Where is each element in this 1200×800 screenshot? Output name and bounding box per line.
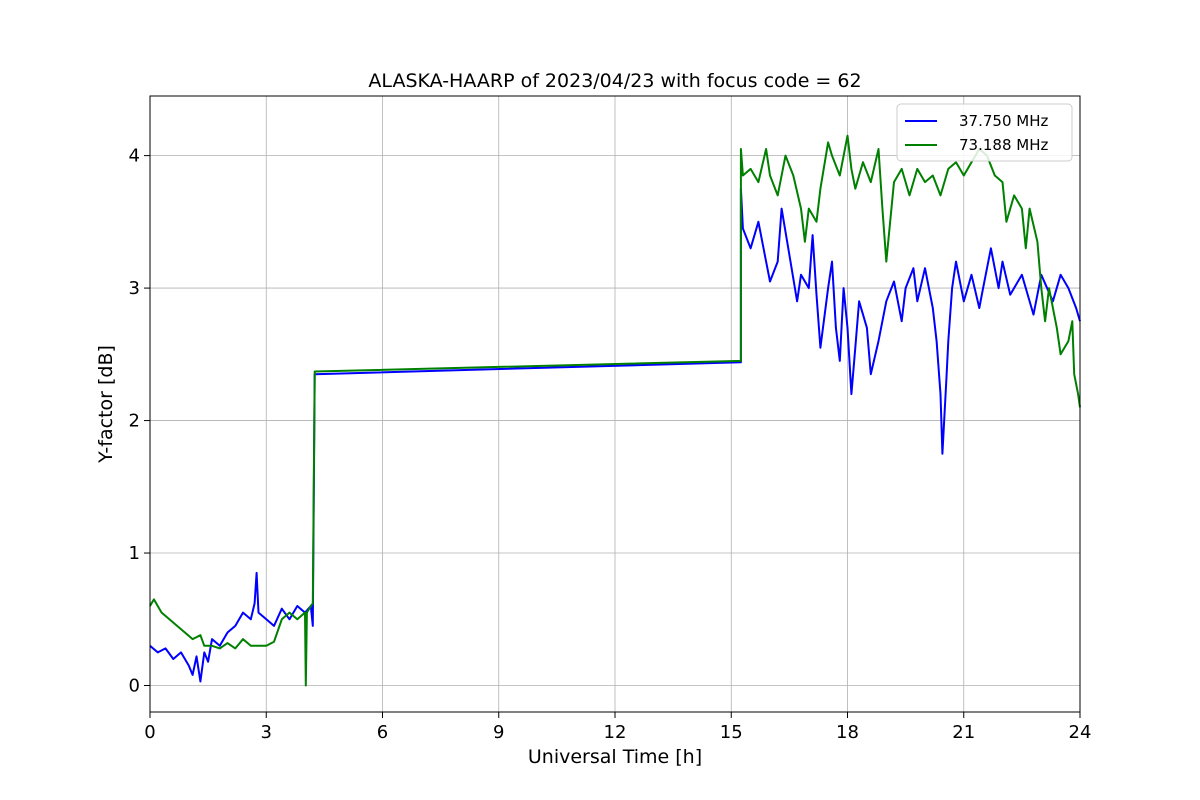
legend-box	[896, 103, 1073, 162]
x-tick-label: 12	[604, 722, 627, 743]
x-tick-label: 9	[493, 722, 504, 743]
x-tick-label: 24	[1069, 722, 1092, 743]
series-line-1	[149, 187, 1081, 683]
x-tick-label: 0	[144, 722, 155, 743]
x-axis-ticks: 0 3 6 9 12 15 18 21 24	[144, 712, 1091, 743]
chart-title: ALASKA-HAARP of 2023/04/23 with focus co…	[368, 70, 861, 92]
legend-label: 73.188 MHz	[959, 136, 1048, 154]
y-tick-label: 3	[129, 278, 140, 299]
y-tick-label: 2	[129, 411, 140, 432]
x-tick-label: 6	[377, 722, 388, 743]
y-tick-label: 0	[129, 676, 140, 697]
series-line-2	[149, 134, 1081, 687]
y-tick-label: 4	[129, 146, 140, 167]
legend: 37.750 MHz 73.188 MHz	[896, 103, 1073, 162]
x-tick-label: 15	[720, 722, 743, 743]
x-axis-label: Universal Time [h]	[528, 746, 702, 768]
x-tick-label: 18	[836, 722, 859, 743]
x-tick-label: 3	[261, 722, 272, 743]
series-lines	[149, 134, 1081, 687]
y-axis-ticks: 0 1 2 3 4	[129, 146, 150, 697]
y-axis-label: Y-factor [dB]	[95, 345, 117, 464]
x-tick-label: 21	[952, 722, 975, 743]
legend-label: 37.750 MHz	[959, 112, 1048, 130]
y-tick-label: 1	[129, 543, 140, 564]
